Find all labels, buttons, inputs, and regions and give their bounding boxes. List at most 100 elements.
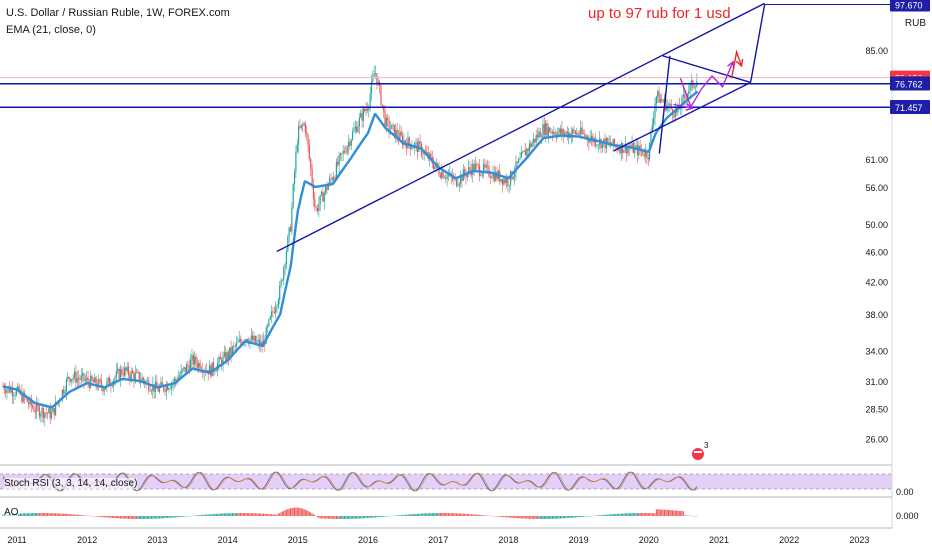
ao-bar	[102, 516, 104, 518]
candle-body	[396, 129, 398, 137]
ao-bar	[416, 513, 418, 516]
candle-body	[293, 171, 296, 185]
candle-body	[148, 380, 150, 391]
candle-body	[341, 153, 343, 155]
candle-body	[388, 120, 390, 130]
ao-bar	[668, 509, 670, 516]
candle-body	[279, 285, 281, 300]
ao-bar	[553, 516, 555, 519]
candle-body	[352, 131, 354, 140]
candle-body	[566, 131, 568, 138]
candle-body	[581, 127, 583, 134]
ao-bar	[523, 516, 525, 519]
symbol-legend[interactable]: U.S. Dollar / Russian Ruble, 1W, FOREX.c…	[6, 7, 230, 19]
ao-legend[interactable]: AO	[4, 507, 19, 518]
ao-bar	[565, 516, 567, 519]
price-pane[interactable]	[0, 0, 893, 528]
ao-bar	[639, 513, 641, 516]
ao-bar	[554, 516, 556, 519]
ao-bar	[407, 514, 409, 516]
ao-bar	[128, 516, 130, 519]
candle-body	[334, 176, 336, 178]
ao-bar	[256, 513, 258, 516]
trendline	[613, 81, 751, 152]
candle-body	[654, 103, 656, 118]
candle-body	[61, 389, 63, 400]
ao-bar	[356, 516, 358, 519]
ao-bar	[372, 516, 374, 518]
ao-bar	[427, 513, 429, 516]
ao-bar	[657, 509, 659, 516]
ao-bar	[353, 516, 355, 519]
candle-body	[250, 335, 252, 339]
ao-bar	[361, 516, 363, 519]
ema-legend[interactable]: EMA (21, close, 0)	[6, 24, 96, 36]
ao-bar	[557, 516, 559, 519]
candle-body	[71, 378, 73, 382]
ao-bar	[669, 510, 671, 516]
ao-bar	[380, 516, 382, 517]
ao-bar	[662, 509, 664, 516]
ao-bar	[271, 514, 273, 516]
candle-body	[234, 346, 236, 347]
candle-body	[219, 357, 221, 360]
candle-body	[49, 408, 51, 419]
ao-bar	[608, 514, 610, 516]
ao-bar	[658, 509, 660, 516]
ao-bar	[327, 516, 329, 519]
candle-body	[325, 186, 327, 193]
ao-bar	[106, 516, 108, 518]
candle-body	[441, 171, 443, 178]
price-tick-label: 28.50	[865, 405, 888, 415]
candle-body	[391, 124, 393, 129]
candle-body	[323, 192, 325, 202]
ao-bar	[449, 513, 451, 516]
ao-bar	[618, 513, 620, 516]
ao-bar	[217, 513, 219, 516]
candle-body	[302, 124, 304, 126]
candle-body	[597, 144, 599, 146]
ao-bar	[480, 515, 482, 516]
ao-bar	[438, 513, 440, 516]
ao-bar	[265, 513, 267, 516]
ao-bar	[663, 509, 665, 516]
red-arrow	[730, 49, 743, 79]
ao-bar	[429, 513, 431, 516]
ao-bar	[28, 513, 30, 516]
ao-bar	[519, 516, 521, 519]
drawing-overlays[interactable]	[0, 2, 892, 253]
ao-bar	[26, 513, 28, 516]
ao-bar	[535, 516, 537, 519]
candle-body	[689, 84, 691, 92]
ao-bar	[279, 512, 281, 516]
candle-body	[320, 191, 323, 196]
ao-bar	[132, 516, 134, 519]
candle-body	[75, 371, 77, 383]
candle-body	[415, 142, 417, 144]
candle-body	[514, 173, 516, 178]
candle-body	[589, 138, 591, 143]
candle-body	[277, 299, 279, 306]
candle-body	[233, 346, 235, 347]
ao-bar	[446, 513, 448, 516]
candle-body	[281, 279, 284, 281]
price-axis[interactable]: 26.00 28.50 31.00 34.00 38.00 42.00 46.00 50.00…	[865, 0, 930, 445]
ao-bar	[287, 509, 289, 516]
candle-body	[580, 127, 582, 135]
ao-bar	[441, 513, 443, 516]
red-arrow-head	[735, 58, 744, 68]
ao-bar	[38, 513, 40, 516]
ao-bar	[522, 516, 524, 519]
target-annotation[interactable]: up to 97 rub for 1 usd	[588, 5, 731, 22]
candle-body	[276, 305, 278, 309]
stoch-rsi-legend[interactable]: Stoch RSI (3, 3, 14, 14, close)	[4, 478, 138, 489]
indicator-panes[interactable]: 0.00 0.000 3	[0, 441, 919, 529]
time-axis[interactable]: 2011 2012 2013 2014 2015 2016 2017 2018 2019 2020…	[7, 535, 869, 545]
candle-body	[376, 72, 378, 85]
candle-body	[141, 377, 143, 381]
candle-body	[469, 167, 471, 170]
candle-body	[601, 141, 603, 149]
ao-bar	[240, 513, 242, 516]
candle-body	[329, 178, 331, 185]
